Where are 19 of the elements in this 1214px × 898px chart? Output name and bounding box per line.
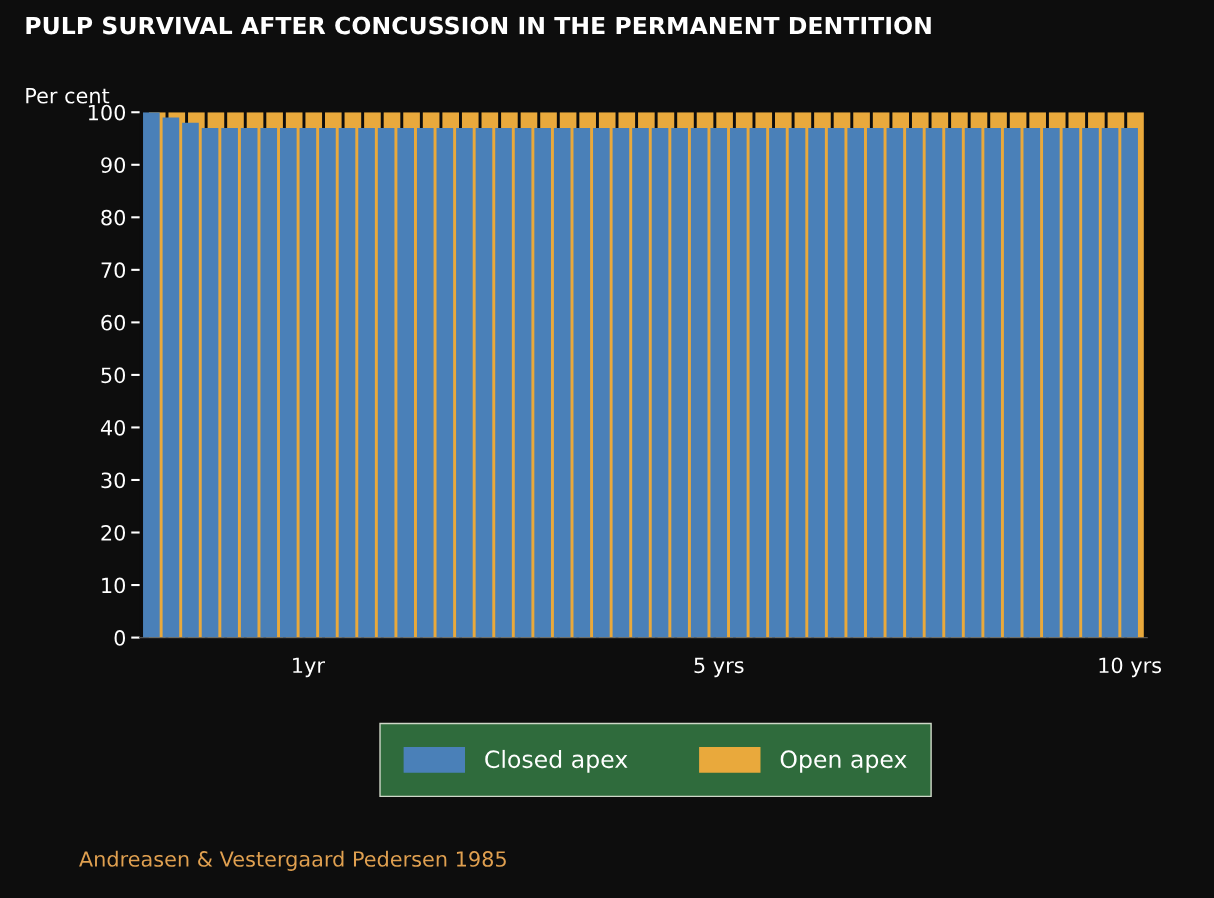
y-tick-label: 40 [100, 419, 126, 436]
y-tick-label: 90 [101, 157, 126, 173]
y-tick-label: 10 [102, 577, 126, 594]
y-tick-label: 30 [101, 472, 126, 489]
chart-title: PULP SURVIVAL AFTER CONCUSSION IN THE PERMANENT DENTITION [26, 16, 931, 35]
x-tick-label: 1yr [293, 657, 325, 678]
y-tick-label: 50 [101, 367, 126, 384]
legend-label: Open apex [780, 750, 907, 773]
text: Andreasen & Vestergaard Pedersen 1985 [79, 850, 506, 871]
y-tick-label: 100 [88, 104, 126, 121]
y-tick-label: 70 [101, 262, 126, 279]
y-tick-label: 0 [114, 630, 126, 646]
legend-label: Closed apex [485, 749, 628, 773]
x-tick-label: 5 yrs [694, 657, 744, 678]
y-tick-label: 60 [101, 314, 126, 331]
x-tick-label: 10 yrs [1099, 657, 1162, 678]
y-axis-title: Per cent [26, 88, 110, 104]
y-tick-label: 80 [101, 209, 126, 226]
y-tick-label: 20 [101, 524, 126, 541]
